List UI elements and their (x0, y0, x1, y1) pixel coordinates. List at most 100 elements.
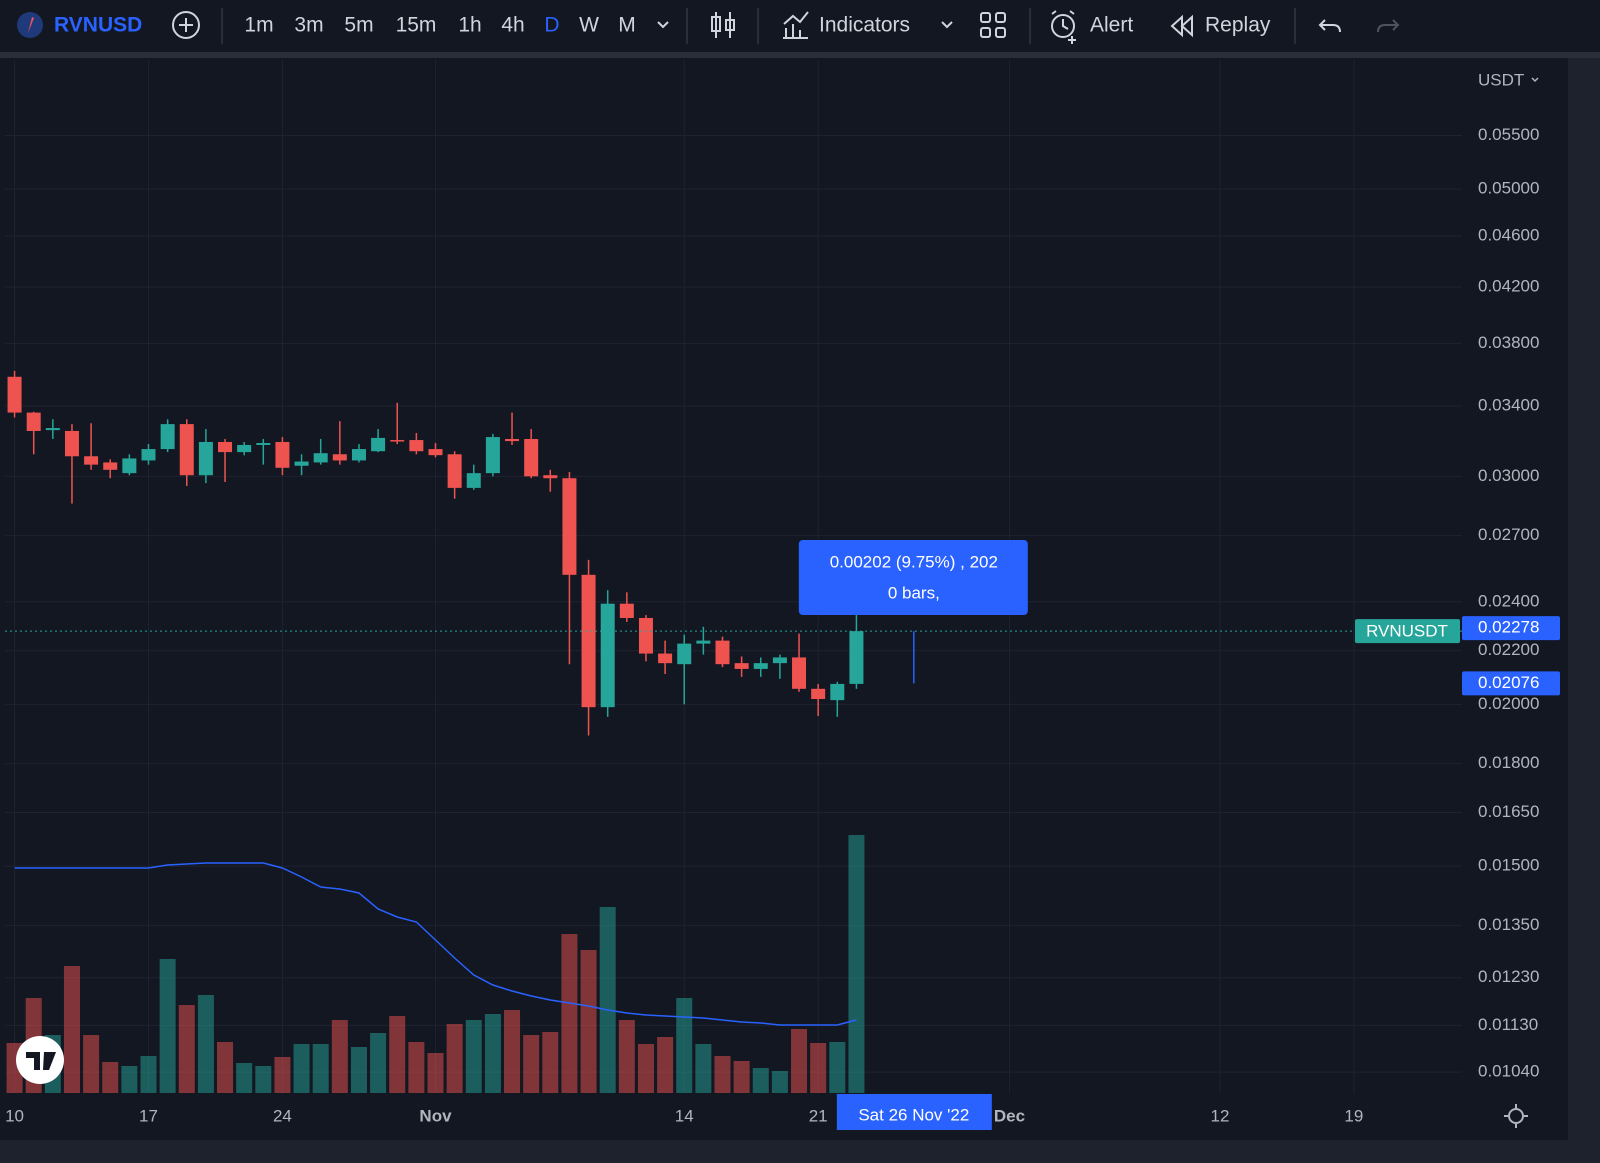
volume-bar (140, 1056, 157, 1093)
x-tick-label: 19 (1344, 1106, 1363, 1125)
interval[interactable]: 1h (458, 14, 481, 37)
interval[interactable]: 15m (396, 14, 437, 37)
volume-bar (83, 1035, 100, 1093)
x-tick-label: Nov (419, 1106, 452, 1125)
y-tick-label: 0.01040 (1478, 1062, 1539, 1081)
candle-body (600, 603, 615, 708)
x-tick-label: 24 (273, 1106, 292, 1125)
candle-body (256, 443, 271, 445)
bottom-strip (0, 1140, 1600, 1163)
candle-body (371, 437, 386, 452)
y-tick-label: 0.01350 (1478, 915, 1539, 934)
candle-body (524, 438, 539, 477)
candle-body (811, 688, 826, 700)
candle-body (581, 574, 596, 708)
volume-bar (159, 959, 176, 1093)
volume-bar (350, 1047, 367, 1093)
interval[interactable]: 1m (244, 14, 273, 37)
layouts[interactable] (980, 12, 1006, 38)
add-symbol[interactable] (172, 11, 200, 39)
interval-more[interactable] (657, 21, 669, 29)
candle-body (7, 376, 22, 413)
volume-bar (408, 1042, 425, 1093)
volume-bar (370, 1033, 387, 1093)
replay-label: Replay (1205, 14, 1271, 37)
crosshair-date: Sat 26 Nov '22 (858, 1105, 969, 1124)
volume-bar (637, 1044, 654, 1093)
volume-bar (274, 1057, 291, 1093)
y-tick-label: 0.04200 (1478, 277, 1539, 296)
interval[interactable]: W (579, 14, 599, 37)
x-tick-label: 10 (5, 1106, 24, 1125)
interval[interactable]: 3m (294, 14, 323, 37)
volume-bar (561, 934, 578, 1093)
last-price-tag: 0.02278 (1478, 618, 1539, 637)
currency-chevron[interactable] (1531, 77, 1539, 83)
interval[interactable]: 4h (501, 14, 524, 37)
candle-body (390, 440, 405, 442)
plot (5, 60, 1462, 1093)
alert-button[interactable]: Alert (1051, 10, 1133, 44)
y-tick-label: 0.05000 (1478, 179, 1539, 198)
volume-bar (829, 1042, 846, 1093)
indicators-button[interactable]: Indicators (783, 11, 953, 39)
candle-body (830, 683, 845, 701)
candle-body (332, 454, 347, 461)
volume-bar (580, 950, 597, 1093)
volume-bar (484, 1014, 501, 1093)
candle-body (45, 428, 60, 431)
volume-bar (217, 1042, 234, 1093)
right-strip (1568, 58, 1600, 1163)
settings[interactable] (1504, 1104, 1528, 1128)
volume-bar (331, 1020, 348, 1093)
volume-bar (599, 907, 616, 1093)
symbol-tag-bg (1355, 619, 1460, 644)
x-tick-label: 21 (809, 1106, 828, 1125)
candle-body (237, 444, 252, 453)
volume-bar (791, 1029, 808, 1093)
candle-body (485, 437, 500, 474)
x-tick-label: 17 (139, 1106, 158, 1125)
chart-type[interactable] (711, 12, 735, 38)
candle-body (275, 441, 290, 468)
candle-body (218, 441, 233, 453)
undo[interactable] (1318, 19, 1341, 33)
indicators-label: Indicators (819, 14, 910, 37)
y-tick-label: 0.01800 (1478, 753, 1539, 772)
candle-body (505, 438, 520, 442)
candle-body (160, 424, 175, 450)
measure-tooltip (798, 540, 1028, 615)
candle-body (84, 456, 99, 465)
volume-bar (255, 1066, 272, 1093)
interval[interactable]: D (544, 14, 559, 37)
currency[interactable]: USDT (1478, 70, 1524, 89)
candle-body (638, 617, 653, 654)
x-tick-label: 14 (675, 1106, 694, 1125)
candle-body (103, 462, 118, 470)
candle-body (466, 473, 481, 488)
candle-body (313, 453, 328, 463)
y-tick-label: 0.02700 (1478, 525, 1539, 544)
symbol[interactable]: RVNUSD (54, 14, 142, 37)
volume-bar (733, 1061, 750, 1093)
volume-bar (714, 1056, 731, 1093)
volume-bar (236, 1063, 253, 1093)
volume-bar (389, 1016, 406, 1093)
volume-bar (848, 835, 865, 1093)
volume-bar (121, 1066, 138, 1093)
volume-bar (312, 1044, 329, 1093)
volume-bar (542, 1032, 559, 1093)
candle-body (198, 441, 213, 476)
candle-body (26, 412, 41, 431)
candle-body (619, 603, 634, 618)
volume-bar (504, 1010, 521, 1093)
y-tick-label: 0.03000 (1478, 466, 1539, 485)
interval[interactable]: 5m (344, 14, 373, 37)
volume-bar (63, 966, 80, 1093)
symbol-tag: RVNUSDT (1366, 622, 1448, 641)
interval[interactable]: M (618, 14, 636, 37)
redo[interactable] (1377, 19, 1400, 33)
replay-button[interactable]: Replay (1170, 14, 1271, 38)
volume-bar (676, 998, 693, 1093)
